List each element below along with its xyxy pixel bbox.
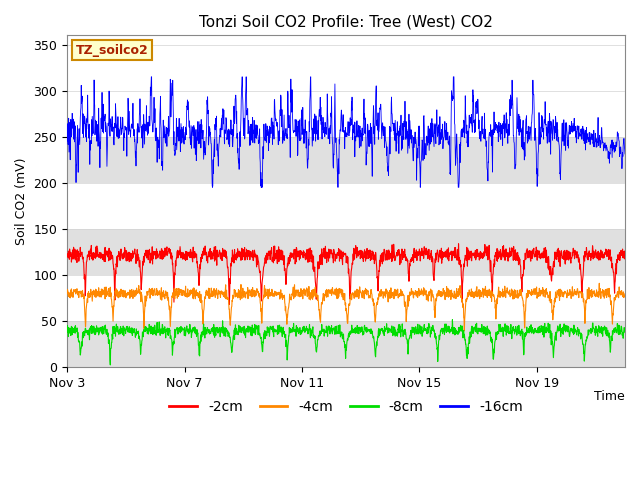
Text: TZ_soilco2: TZ_soilco2	[76, 44, 148, 57]
Text: Time: Time	[595, 390, 625, 403]
Bar	[67, 275, 625, 321]
Bar	[67, 229, 625, 275]
Legend: -2cm, -4cm, -8cm, -16cm: -2cm, -4cm, -8cm, -16cm	[164, 395, 529, 420]
Bar	[67, 321, 625, 367]
Bar	[67, 137, 625, 183]
Title: Tonzi Soil CO2 Profile: Tree (West) CO2: Tonzi Soil CO2 Profile: Tree (West) CO2	[199, 15, 493, 30]
Y-axis label: Soil CO2 (mV): Soil CO2 (mV)	[15, 157, 28, 245]
Bar	[67, 183, 625, 229]
